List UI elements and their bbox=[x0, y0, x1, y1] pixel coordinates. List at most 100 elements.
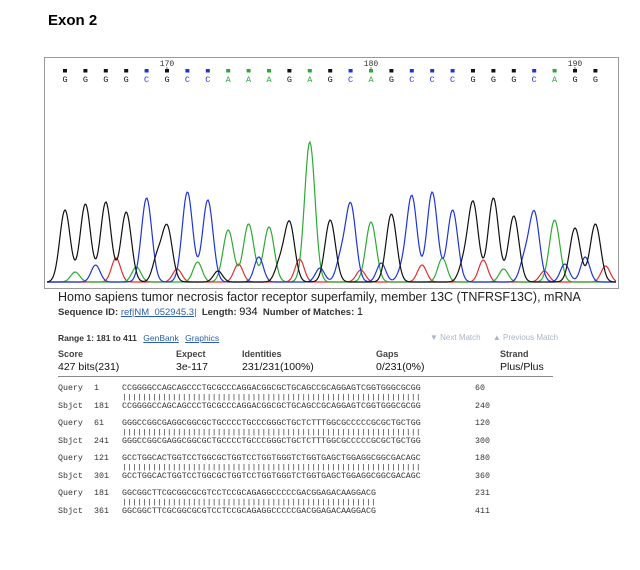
base-quality-mark bbox=[103, 69, 108, 73]
base-quality-mark bbox=[165, 69, 169, 73]
base-call: G bbox=[593, 75, 598, 85]
base-quality-mark bbox=[532, 69, 537, 73]
seqid-link[interactable]: ref|NM_052945.3| bbox=[120, 307, 197, 318]
base-quality-mark bbox=[63, 69, 67, 73]
trace-A bbox=[47, 140, 616, 283]
base-call: G bbox=[124, 75, 129, 85]
alignment-view: Query 1 CCGGGGCCAGCAGCCCTGCGCCCAGGACGGCGCT… bbox=[58, 384, 505, 524]
subject-row-start: 301 bbox=[94, 472, 109, 481]
subject-row-label: Sbjct bbox=[58, 402, 83, 411]
base-quality-mark bbox=[267, 69, 271, 73]
expect-header: Expect bbox=[176, 349, 206, 359]
base-call: G bbox=[511, 75, 516, 85]
base-quality-mark bbox=[83, 69, 88, 73]
query-row: Query 121 GCCTGGCACTGGTCCTGGCGCTGGTCCTGGTG… bbox=[58, 454, 505, 464]
subject-row-sequence: GCCTGGCACTGGTCCTGGCGCTGGTCCTGGTGGGTCTGGT… bbox=[122, 472, 421, 481]
base-quality-mark bbox=[369, 69, 373, 73]
previous-match-link[interactable]: ▲ Previous Match bbox=[492, 333, 559, 342]
subject-row-end: 300 bbox=[475, 437, 490, 446]
base-call: A bbox=[226, 75, 232, 85]
stats-divider bbox=[58, 376, 553, 377]
base-call: C bbox=[205, 75, 210, 85]
query-row: Query 181 GGCGGCTTCGCGGCGCGTCCTCCGCAGAGGCC… bbox=[58, 489, 505, 499]
position-label: 170 bbox=[160, 60, 175, 69]
base-call: A bbox=[307, 75, 313, 85]
match-bars: ||||||||||||||||||||||||||||||||||||||||… bbox=[122, 464, 421, 472]
subject-row-end: 411 bbox=[475, 507, 490, 516]
query-row-end: 120 bbox=[475, 419, 490, 428]
gaps-value: 0/231(0%) bbox=[376, 361, 425, 373]
strand-value: Plus/Plus bbox=[500, 361, 544, 373]
subject-row-start: 361 bbox=[94, 507, 109, 516]
strand-header: Strand bbox=[500, 349, 529, 359]
trace-C bbox=[47, 190, 616, 283]
position-label: 190 bbox=[568, 60, 583, 69]
trace-G bbox=[46, 197, 616, 283]
base-quality-mark bbox=[124, 69, 129, 73]
matches-label: Number of Matches: bbox=[262, 307, 355, 318]
length-value: 934 bbox=[239, 306, 258, 318]
match-bars: ||||||||||||||||||||||||||||||||||||||||… bbox=[122, 429, 421, 437]
base-quality-mark bbox=[328, 69, 333, 73]
genbank-link[interactable]: GenBank bbox=[143, 333, 179, 343]
base-call: A bbox=[552, 75, 558, 85]
exon-title: Exon 2 bbox=[48, 12, 98, 29]
range-label: Range 1: 181 to 411 bbox=[58, 333, 137, 343]
match-bars: ||||||||||||||||||||||||||||||||||||||||… bbox=[122, 394, 421, 402]
base-call: C bbox=[409, 75, 414, 85]
range-header: Range 1: 181 to 411 GenBank Graphics bbox=[58, 333, 219, 343]
query-row-end: 231 bbox=[475, 489, 490, 498]
query-row-sequence: CCGGGGCCAGCAGCCCTGCGCCCAGGACGGCGCTGCAGCC… bbox=[122, 384, 421, 393]
query-row-start: 121 bbox=[94, 454, 109, 463]
query-row-start: 61 bbox=[94, 419, 104, 428]
query-row-label: Query bbox=[58, 419, 83, 428]
base-quality-mark bbox=[552, 69, 557, 73]
query-row-end: 180 bbox=[475, 454, 490, 463]
base-quality-mark bbox=[287, 69, 292, 73]
base-call: C bbox=[532, 75, 537, 85]
subject-row-label: Sbjct bbox=[58, 507, 83, 516]
base-quality-mark bbox=[409, 69, 414, 73]
score-value: 427 bits(231) bbox=[58, 361, 120, 373]
subject-row: Sbjct 301 GCCTGGCACTGGTCCTGGCGCTGGTCCTGGTG… bbox=[58, 472, 505, 482]
base-call: G bbox=[287, 75, 292, 85]
next-match-link[interactable]: ▼ Next Match bbox=[430, 333, 481, 342]
base-call: G bbox=[470, 75, 475, 85]
base-call: A bbox=[266, 75, 272, 85]
base-quality-mark bbox=[246, 69, 251, 73]
base-call: G bbox=[103, 75, 108, 85]
chromatogram-panel: 170 180 190 G G G G C G C C A A A G A G C A G C C C G G G C A G G bbox=[44, 57, 619, 289]
query-row-end: 60 bbox=[475, 384, 485, 393]
query-row-sequence: GGCGGCTTCGCGGCGCGTCCTCCGCAGAGGCCCCCGACGG… bbox=[122, 489, 376, 498]
position-label: 180 bbox=[364, 60, 379, 69]
query-row-start: 1 bbox=[94, 384, 99, 393]
alignment-block: Query 1 CCGGGGCCAGCAGCCCTGCGCCCAGGACGGCGCT… bbox=[58, 384, 505, 412]
base-quality-mark bbox=[389, 69, 394, 73]
subject-row: Sbjct 361 GGCGGCTTCGCGGCGCGTCCTCCGCAGAGGCC… bbox=[58, 507, 505, 517]
subject-row-start: 241 bbox=[94, 437, 109, 446]
query-row-label: Query bbox=[58, 384, 83, 393]
gaps-header: Gaps bbox=[376, 349, 399, 359]
base-quality-mark bbox=[471, 69, 475, 73]
query-row-sequence: GGGCCGGCGAGGCGGCGCTGCCCCTGCCCGGGCTGCTCTT… bbox=[122, 419, 421, 428]
subject-row-sequence: GGGCCGGCGAGGCGGCGCTGCCCCTGCCCGGGCTGCTCTT… bbox=[122, 437, 421, 446]
base-call: G bbox=[491, 75, 496, 85]
base-quality-mark bbox=[307, 69, 312, 73]
identities-value: 231/231(100%) bbox=[242, 361, 314, 373]
sequence-meta: Sequence ID: ref|NM_052945.3| Length: 93… bbox=[58, 306, 363, 318]
subject-row-label: Sbjct bbox=[58, 437, 83, 446]
subject-row: Sbjct 241 GGGCCGGCGAGGCGGCGCTGCCCCTGCCCGGG… bbox=[58, 437, 505, 447]
query-row-label: Query bbox=[58, 454, 83, 463]
base-call: A bbox=[246, 75, 252, 85]
score-header: Score bbox=[58, 349, 84, 359]
base-call: A bbox=[368, 75, 374, 85]
graphics-link[interactable]: Graphics bbox=[185, 333, 220, 343]
subject-row-end: 240 bbox=[475, 402, 490, 411]
chromatogram-plot: 170 180 190 G G G G C G C C A A A G A G C A G C C C G G G C A G G bbox=[46, 60, 617, 283]
alignment-block: Query 121 GCCTGGCACTGGTCCTGGCGCTGGTCCTGGTG… bbox=[58, 454, 505, 482]
subject-row-start: 181 bbox=[94, 402, 109, 411]
query-row: Query 61 GGGCCGGCGAGGCGGCGCTGCCCCTGCCCGGGC… bbox=[58, 419, 505, 429]
alignment-block: Query 61 GGGCCGGCGAGGCGGCGCTGCCCCTGCCCGGGC… bbox=[58, 419, 505, 447]
identities-header: Identities bbox=[242, 349, 282, 359]
sequence-description: Homo sapiens tumor necrosis factor recep… bbox=[58, 290, 581, 304]
